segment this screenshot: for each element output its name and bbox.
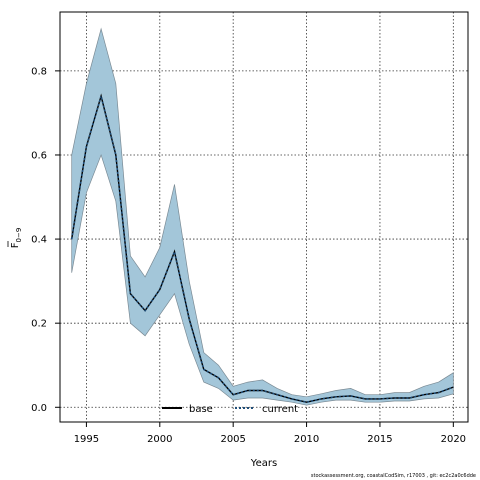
x-tick-label: 2020 — [441, 434, 466, 445]
footer-credit: stockassessment.org, coastalCodSim, r170… — [311, 473, 476, 479]
plot-frame — [59, 11, 469, 423]
y-axis-label-main: F — [10, 242, 21, 248]
legend: base current — [162, 404, 298, 415]
y-tick-label: 0.4 — [31, 235, 47, 246]
confidence-band-layer — [71, 27, 454, 406]
legend-label-base: base — [189, 404, 213, 415]
x-tick-label: 1995 — [74, 434, 99, 445]
x-tick-label: 2015 — [367, 434, 392, 445]
x-tick-label: 2005 — [220, 434, 245, 445]
x-axis-label: Years — [250, 458, 277, 469]
svg-text:F0−9: F0−9 — [10, 228, 23, 249]
series-line-current — [70, 93, 454, 404]
series-layer — [70, 93, 454, 404]
y-tick-label: 0.2 — [31, 319, 47, 330]
y-axis-label: F0−9 — [7, 228, 23, 249]
legend-label-current: current — [262, 404, 298, 415]
axis-ticks: 1995 2000 2005 2010 2015 2020 0.0 0.2 0.4 0.6 0.8 — [31, 66, 466, 445]
x-tick-label: 2010 — [294, 434, 319, 445]
x-tick-label: 2000 — [147, 434, 172, 445]
y-axis-label-sub: 0−9 — [15, 228, 23, 243]
y-tick-label: 0.8 — [31, 66, 47, 77]
confidence-band — [71, 27, 454, 406]
y-tick-label: 0.6 — [31, 150, 47, 161]
y-tick-label: 0.0 — [31, 403, 47, 414]
